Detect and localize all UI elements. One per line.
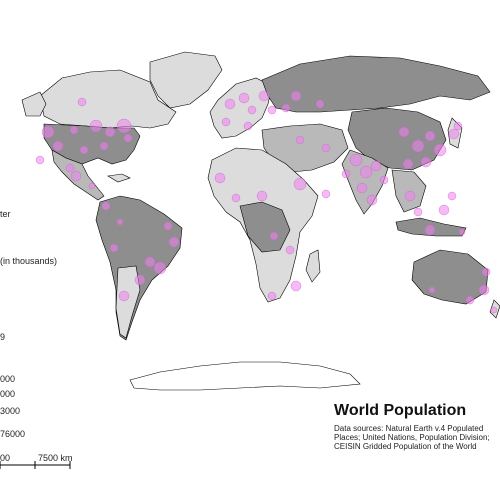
city-marker xyxy=(290,280,302,292)
data-sources: Data sources: Natural Earth v.4 Populate… xyxy=(334,424,490,451)
city-marker xyxy=(163,221,173,231)
city-marker xyxy=(116,218,124,226)
city-marker xyxy=(123,133,133,143)
city-marker xyxy=(153,261,167,275)
city-marker xyxy=(420,156,432,168)
city-marker xyxy=(293,177,307,191)
city-marker xyxy=(118,290,130,302)
legend-population-header: (in thousands) xyxy=(0,256,58,266)
city-marker xyxy=(258,90,270,102)
australia xyxy=(411,249,489,305)
city-marker xyxy=(349,153,363,167)
city-marker xyxy=(247,105,257,115)
city-marker xyxy=(413,207,423,217)
city-marker xyxy=(116,118,132,134)
south-america xyxy=(95,195,183,341)
city-marker xyxy=(65,163,75,173)
city-marker xyxy=(70,170,82,182)
city-marker xyxy=(465,295,475,305)
city-marker xyxy=(221,117,231,127)
legend-class-label: 9 xyxy=(0,332,6,342)
central-africa xyxy=(239,201,291,253)
city-marker xyxy=(481,267,491,277)
city-layer xyxy=(35,90,498,314)
city-marker xyxy=(231,193,241,203)
scale-label-left: 00 xyxy=(0,453,11,463)
legend-class-label: 3000 xyxy=(0,406,21,416)
land-layer xyxy=(21,51,500,391)
city-marker xyxy=(438,204,450,216)
city-marker xyxy=(433,143,447,157)
europe xyxy=(209,77,273,139)
alaska xyxy=(21,91,47,117)
city-marker xyxy=(52,140,64,152)
antarctica xyxy=(129,361,361,391)
city-marker xyxy=(104,126,116,138)
legend-class-label: 76000 xyxy=(0,429,26,439)
city-marker xyxy=(458,228,466,236)
city-marker xyxy=(256,190,268,202)
city-marker xyxy=(89,119,103,133)
city-marker xyxy=(109,243,119,253)
city-marker xyxy=(424,224,436,236)
city-marker xyxy=(243,121,253,131)
madagascar xyxy=(305,249,321,283)
city-marker xyxy=(224,98,236,110)
city-marker xyxy=(341,169,351,179)
city-marker xyxy=(238,92,250,104)
city-marker xyxy=(35,155,45,165)
city-marker xyxy=(77,97,87,107)
legend-class-label: 000 xyxy=(0,389,16,399)
city-marker xyxy=(168,236,180,248)
city-marker xyxy=(424,130,436,142)
argentina xyxy=(115,265,141,339)
city-marker xyxy=(398,126,410,138)
city-marker xyxy=(366,194,378,206)
city-marker xyxy=(285,245,295,255)
city-marker xyxy=(101,201,111,211)
city-marker xyxy=(379,175,389,185)
city-marker xyxy=(404,190,416,202)
city-marker xyxy=(99,141,109,151)
map-title: World Population xyxy=(334,402,467,419)
city-marker xyxy=(290,90,302,102)
city-marker xyxy=(41,125,55,139)
city-marker xyxy=(144,256,156,268)
city-marker xyxy=(402,158,414,170)
city-marker xyxy=(315,99,325,109)
city-marker xyxy=(453,121,463,131)
city-marker xyxy=(134,274,146,286)
city-marker xyxy=(321,143,331,153)
city-marker xyxy=(79,145,89,155)
city-marker xyxy=(69,125,79,135)
city-marker xyxy=(370,160,382,172)
city-marker xyxy=(359,165,373,179)
city-marker xyxy=(411,139,425,153)
city-marker xyxy=(295,135,305,145)
city-marker xyxy=(214,172,226,184)
greenland xyxy=(149,51,223,109)
city-marker xyxy=(281,103,291,113)
russia xyxy=(261,55,491,113)
city-marker xyxy=(478,284,490,296)
city-marker xyxy=(269,231,279,241)
city-marker xyxy=(448,128,460,140)
city-marker xyxy=(267,291,277,301)
legend-class-label: 000 xyxy=(0,374,16,384)
city-marker xyxy=(356,182,368,194)
city-marker xyxy=(447,191,457,201)
city-marker xyxy=(428,286,436,294)
scale-bar xyxy=(0,461,71,469)
scale-label-right: 7500 km xyxy=(38,453,73,463)
caribbean xyxy=(107,173,131,183)
city-marker xyxy=(321,189,331,199)
city-marker xyxy=(88,182,96,190)
city-marker xyxy=(490,306,498,314)
city-marker xyxy=(267,105,277,115)
canada xyxy=(39,69,177,129)
legend-density-header: ter xyxy=(0,209,11,219)
